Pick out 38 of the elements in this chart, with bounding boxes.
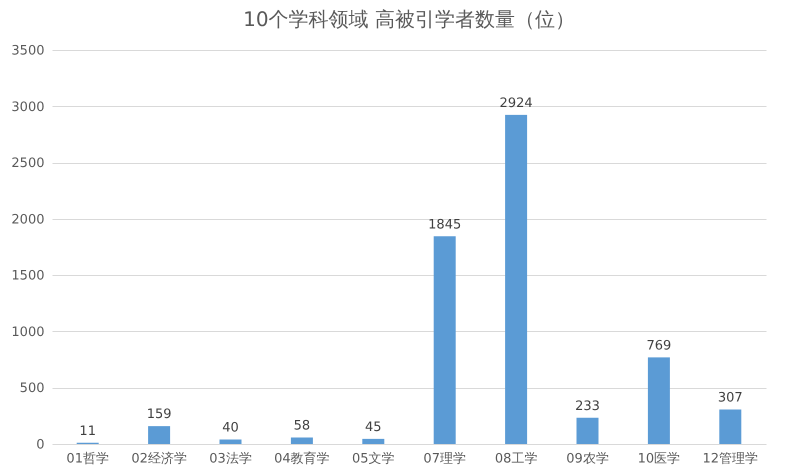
y-tick-label: 3500 [11, 44, 44, 58]
x-tick-label: 08工学 [494, 452, 538, 466]
data-label: 11 [79, 424, 96, 439]
data-label: 159 [146, 407, 172, 422]
x-tick-label: 05文学 [352, 452, 395, 466]
bar [576, 418, 598, 444]
bar [148, 426, 170, 444]
y-tick-label: 1000 [11, 324, 44, 340]
x-tick-label: 12管理学 [702, 452, 758, 466]
y-tick-label: 2500 [11, 156, 44, 172]
data-label: 40 [222, 420, 239, 436]
data-label: 307 [718, 390, 743, 406]
y-tick-label: 3000 [11, 100, 44, 115]
y-tick-label: 0 [36, 438, 44, 452]
data-label: 45 [365, 420, 382, 435]
data-label: 2924 [500, 96, 533, 111]
bar [719, 409, 742, 444]
x-tick-label: 09农学 [566, 452, 609, 466]
chart-title: 10个学科领域 高被引学者数量（位） [243, 7, 575, 31]
data-label: 233 [575, 398, 600, 414]
y-tick-label: 2000 [11, 212, 44, 228]
x-tick-label: 07理学 [423, 452, 466, 466]
x-tick-label: 01哲学 [66, 452, 109, 466]
x-tick-label: 03法学 [209, 452, 252, 466]
bar [648, 357, 670, 444]
data-label: 1845 [428, 217, 462, 232]
bar [434, 236, 456, 444]
x-tick-label: 04教育学 [274, 450, 330, 466]
bar [362, 438, 384, 444]
x-tick-label: 10医学 [638, 452, 680, 466]
data-label: 769 [646, 338, 672, 354]
bar [220, 439, 242, 444]
y-tick-label: 500 [20, 381, 44, 396]
y-tick-label: 1500 [11, 268, 44, 284]
x-tick-label: 02经济学 [131, 452, 187, 466]
bar [290, 437, 313, 444]
data-label: 58 [294, 418, 310, 434]
bar [505, 114, 528, 444]
